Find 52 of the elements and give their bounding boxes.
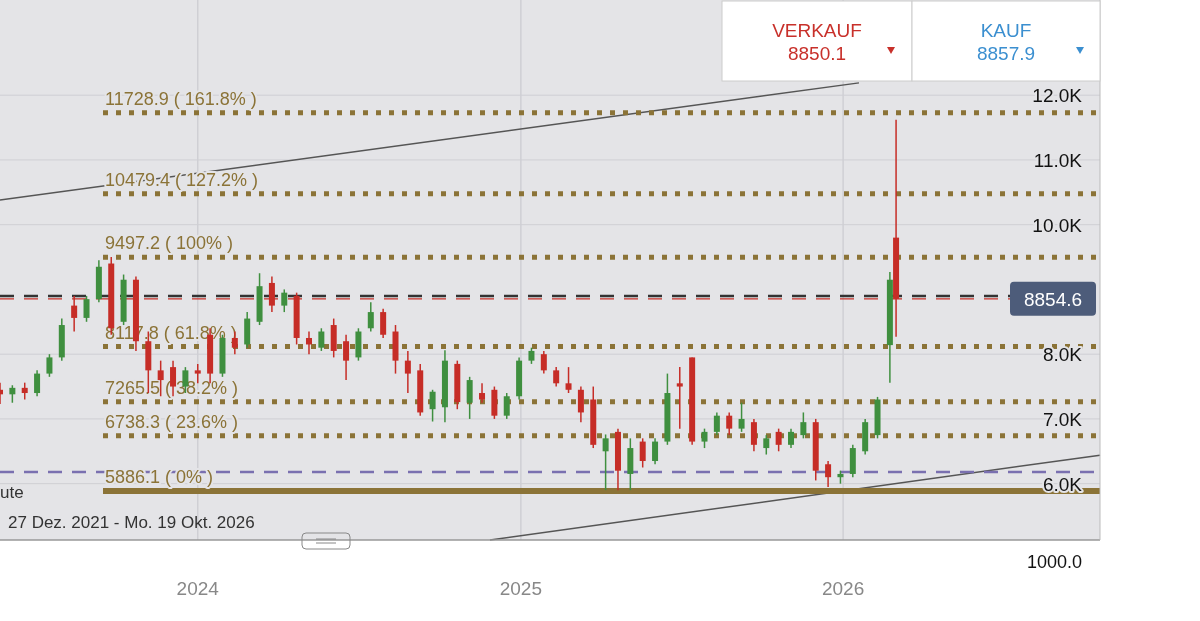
candlestick xyxy=(343,334,350,381)
candlestick xyxy=(553,366,560,388)
candlestick xyxy=(367,301,374,333)
y-tick-label: 12.0K xyxy=(1032,85,1083,107)
annotation: VERKAUF xyxy=(772,20,862,41)
candlestick xyxy=(479,382,486,404)
candlestick xyxy=(676,366,683,430)
ref-line-label: 9497.2 ( 100% ) xyxy=(105,233,234,254)
annotation: 27 Dez. 2021 - Mo. 19 Okt. 2026 xyxy=(8,513,255,532)
x-tick-label: 2024 xyxy=(176,578,220,599)
candlestick xyxy=(305,330,312,355)
annotation: 8850.1 xyxy=(787,43,847,64)
ref-line-label: 8854.6 xyxy=(1023,288,1083,310)
candlestick xyxy=(726,411,733,436)
annotation: KAUF xyxy=(980,20,1032,41)
candlestick xyxy=(713,411,720,436)
ref-line-label: 11728.9 ( 161.8% ) xyxy=(105,88,257,109)
candlestick xyxy=(404,350,411,394)
candlestick xyxy=(775,427,782,453)
candlestick xyxy=(429,389,436,423)
candlestick xyxy=(602,433,609,491)
y-tick-label: 10.0K xyxy=(1032,214,1083,236)
candlestick xyxy=(738,401,745,433)
candlestick xyxy=(281,288,288,313)
candlestick xyxy=(800,411,807,440)
candlestick xyxy=(540,350,547,375)
candlestick xyxy=(652,437,659,465)
text: 1000.0 xyxy=(1026,552,1082,572)
candlestick xyxy=(83,295,90,323)
candlestick xyxy=(788,427,795,449)
y-tick-label: 7.0K xyxy=(1042,408,1083,430)
x-tick-label: 2026 xyxy=(821,578,865,599)
y-tick-label: 11.0K xyxy=(1033,149,1083,171)
annotation: ute xyxy=(0,483,24,502)
candlestick xyxy=(825,460,832,488)
candlestick xyxy=(318,327,325,352)
candlestick xyxy=(503,392,510,420)
candlestick xyxy=(380,308,387,339)
x-tick-label: 2025 xyxy=(499,578,543,599)
candlestick xyxy=(34,369,41,398)
ref-line-label: 5886.1 ( 0% ) xyxy=(105,467,214,488)
candlestick xyxy=(466,376,473,420)
candlestick xyxy=(750,418,757,453)
candlestick xyxy=(639,437,646,469)
candlestick xyxy=(46,353,53,378)
annotation: 8857.9 xyxy=(976,43,1036,64)
candlestick xyxy=(565,366,572,394)
y-tick-label: 8.0K xyxy=(1042,344,1083,366)
candlestick xyxy=(701,427,708,449)
ref-line-label: 6738.3 ( 23.6% ) xyxy=(105,411,239,432)
candlestick xyxy=(577,385,584,423)
candlestick xyxy=(763,434,770,456)
